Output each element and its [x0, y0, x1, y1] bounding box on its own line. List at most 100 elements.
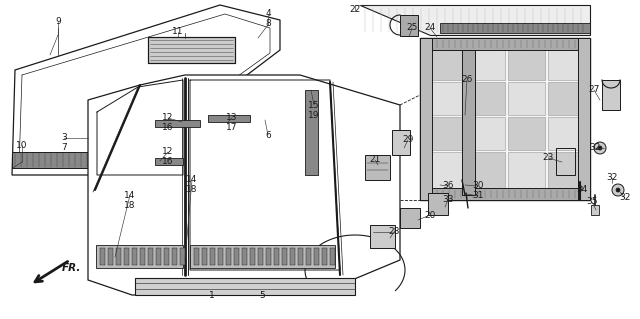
- Polygon shape: [88, 75, 400, 295]
- Text: 6: 6: [265, 130, 271, 139]
- Text: 1: 1: [209, 291, 215, 300]
- Polygon shape: [234, 248, 239, 265]
- Text: FR.: FR.: [62, 263, 81, 273]
- Text: 35: 35: [586, 197, 598, 206]
- Polygon shape: [548, 117, 582, 150]
- Polygon shape: [468, 152, 505, 195]
- Circle shape: [616, 188, 620, 192]
- Polygon shape: [508, 152, 545, 195]
- Text: 26: 26: [461, 76, 473, 85]
- Polygon shape: [156, 248, 161, 265]
- Text: 36: 36: [442, 182, 454, 190]
- Polygon shape: [322, 248, 327, 265]
- Polygon shape: [218, 248, 223, 265]
- Polygon shape: [108, 248, 113, 265]
- Polygon shape: [282, 248, 287, 265]
- Text: 34: 34: [576, 186, 588, 195]
- Text: 5: 5: [259, 291, 265, 300]
- Text: 11: 11: [172, 27, 184, 36]
- Text: 25: 25: [406, 24, 418, 33]
- Polygon shape: [290, 248, 295, 265]
- Polygon shape: [155, 120, 200, 127]
- Polygon shape: [12, 152, 108, 168]
- Polygon shape: [12, 5, 280, 175]
- Text: 3: 3: [61, 133, 67, 143]
- Polygon shape: [190, 105, 370, 265]
- Polygon shape: [210, 248, 215, 265]
- Polygon shape: [578, 38, 590, 200]
- Text: 19: 19: [308, 110, 320, 120]
- Polygon shape: [132, 248, 137, 265]
- Polygon shape: [95, 100, 185, 270]
- Polygon shape: [242, 248, 247, 265]
- Polygon shape: [360, 5, 590, 35]
- Polygon shape: [468, 117, 505, 150]
- Polygon shape: [124, 248, 129, 265]
- Text: 4: 4: [265, 10, 271, 19]
- Polygon shape: [462, 50, 475, 195]
- Polygon shape: [148, 37, 235, 63]
- Polygon shape: [202, 248, 207, 265]
- Text: 32: 32: [606, 174, 618, 182]
- Text: 22: 22: [349, 5, 360, 14]
- Polygon shape: [250, 248, 255, 265]
- Polygon shape: [96, 245, 183, 268]
- Polygon shape: [116, 248, 121, 265]
- Polygon shape: [226, 248, 231, 265]
- Polygon shape: [428, 193, 448, 215]
- Polygon shape: [180, 248, 185, 265]
- Text: 31: 31: [472, 191, 484, 201]
- Polygon shape: [314, 248, 319, 265]
- Polygon shape: [602, 80, 620, 110]
- Circle shape: [594, 142, 606, 154]
- Polygon shape: [172, 248, 177, 265]
- Polygon shape: [365, 155, 390, 180]
- Polygon shape: [306, 248, 311, 265]
- Polygon shape: [298, 248, 303, 265]
- Polygon shape: [508, 82, 545, 115]
- Polygon shape: [508, 45, 545, 80]
- Text: 12: 12: [163, 147, 173, 157]
- Polygon shape: [164, 248, 169, 265]
- Polygon shape: [428, 82, 465, 115]
- Text: 16: 16: [163, 158, 173, 167]
- Circle shape: [433, 177, 443, 187]
- Text: 12: 12: [163, 114, 173, 122]
- Polygon shape: [266, 248, 271, 265]
- Polygon shape: [400, 208, 420, 228]
- Polygon shape: [392, 130, 410, 155]
- Polygon shape: [420, 38, 590, 50]
- Text: 33: 33: [442, 196, 454, 204]
- Polygon shape: [274, 248, 279, 265]
- Polygon shape: [440, 23, 590, 33]
- Polygon shape: [135, 278, 355, 295]
- Text: 27: 27: [588, 85, 600, 94]
- Text: 14: 14: [124, 190, 136, 199]
- Polygon shape: [400, 15, 418, 36]
- Polygon shape: [420, 188, 590, 200]
- Polygon shape: [548, 45, 582, 80]
- Polygon shape: [305, 90, 318, 175]
- Polygon shape: [420, 38, 432, 200]
- Polygon shape: [140, 248, 145, 265]
- Polygon shape: [548, 152, 582, 195]
- Text: 15: 15: [308, 100, 320, 109]
- Text: 18: 18: [186, 186, 198, 195]
- Polygon shape: [428, 117, 465, 150]
- Text: 20: 20: [424, 211, 436, 219]
- Polygon shape: [194, 248, 199, 265]
- Polygon shape: [208, 115, 250, 122]
- Text: 30: 30: [472, 182, 484, 190]
- Polygon shape: [155, 158, 183, 165]
- Text: 23: 23: [542, 153, 554, 162]
- Text: 7: 7: [61, 144, 67, 152]
- Polygon shape: [100, 248, 105, 265]
- Circle shape: [612, 184, 624, 196]
- Text: 9: 9: [55, 18, 61, 26]
- Text: 32: 32: [589, 144, 601, 152]
- Polygon shape: [428, 45, 465, 80]
- Text: 17: 17: [227, 122, 237, 131]
- Text: 24: 24: [424, 24, 436, 33]
- Polygon shape: [420, 38, 590, 200]
- Text: 28: 28: [388, 227, 400, 236]
